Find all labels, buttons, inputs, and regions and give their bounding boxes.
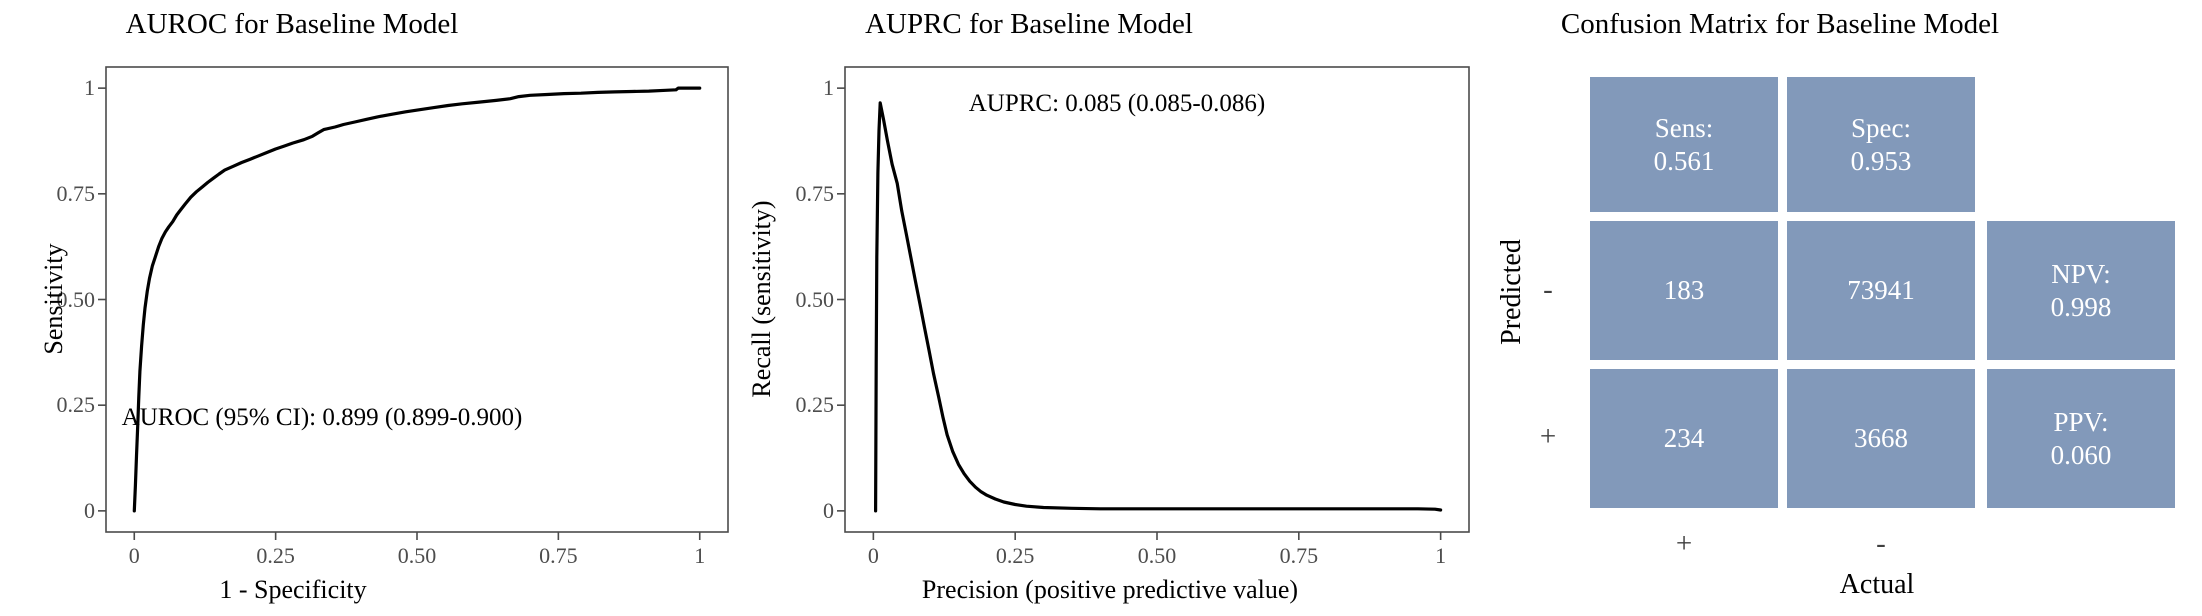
x-tick-label: 0.25 <box>256 543 295 568</box>
y-tick-label: 0.50 <box>56 286 96 312</box>
cm-cell-sensitivity: Sens: 0.561 <box>1590 77 1778 212</box>
panel-border <box>105 66 729 533</box>
confusion-matrix-title: Confusion Matrix for Baseline Model <box>1560 8 2000 40</box>
y-tick-label: 0 <box>823 497 834 523</box>
y-tick-label: 1 <box>84 75 95 101</box>
cm-cell-npv-line2: 0.998 <box>2050 291 2112 322</box>
y-tick-label: 0.25 <box>795 392 835 418</box>
cm-cell-ppv-line2: 0.060 <box>2050 439 2112 470</box>
cm-cell-npv-line1: NPV: <box>2051 258 2111 289</box>
cm-cell-sensitivity-line1: Sens: <box>1654 112 1714 143</box>
cm-col-label-negative: - <box>1876 527 1886 560</box>
prc-y-axis-title: Recall (sensitivity) <box>747 200 776 398</box>
auroc-annotation: AUROC (95% CI): 0.899 (0.899-0.900) <box>121 404 523 431</box>
cm-row-label-positive: + <box>1539 420 1557 453</box>
x-tick-label: 0.50 <box>397 543 437 568</box>
cm-cell-npv: NPV: 0.998 <box>1987 221 2175 360</box>
cm-cell-false-positive: 3668 <box>1787 369 1975 508</box>
cm-cell-false-positive-value: 3668 <box>1854 423 1908 453</box>
y-tick-label: 0.50 <box>795 286 835 312</box>
y-tick-label: 0.75 <box>56 180 96 206</box>
cm-cell-false-negative: 183 <box>1590 221 1778 360</box>
auprc-annotation: AUPRC: 0.085 (0.085-0.086) <box>968 90 1266 117</box>
x-tick-label: 1 <box>694 543 706 568</box>
prc-x-axis-title: Precision (positive predictive value) <box>921 575 1299 604</box>
cm-cell-specificity-line2: 0.953 <box>1850 145 1912 176</box>
cm-y-axis-title: Predicted <box>1496 239 1527 345</box>
roc-curve <box>132 86 702 513</box>
cm-row-label-negative: - <box>1543 273 1553 306</box>
cm-cell-true-positive: 234 <box>1590 369 1778 508</box>
cm-cell-ppv-line1: PPV: <box>2053 406 2109 437</box>
x-tick-label: 0.25 <box>995 543 1035 568</box>
y-tick-label: 0.25 <box>56 392 96 418</box>
prc-title: AUPRC for Baseline Model <box>865 8 1193 40</box>
x-tick-label: 0.50 <box>1137 543 1177 568</box>
y-tick-label: 0.75 <box>795 180 835 206</box>
cm-cell-true-negative-value: 73941 <box>1847 275 1915 305</box>
roc-title: AUROC for Baseline Model <box>125 8 459 40</box>
x-tick-label: 1 <box>1435 543 1447 568</box>
roc-x-axis-title: 1 - Specificity <box>219 575 367 604</box>
cm-cell-true-positive-value: 234 <box>1663 423 1705 453</box>
cm-cell-false-negative-value: 183 <box>1663 275 1705 305</box>
cm-x-axis-title: Actual <box>1839 569 1915 600</box>
roc-y-axis-title: Sensitivity <box>39 243 68 355</box>
x-tick-label: 0 <box>128 543 140 568</box>
cm-col-label-positive: + <box>1675 527 1693 560</box>
cm-cell-specificity-line1: Spec: <box>1851 112 1911 143</box>
x-tick-label: 0.75 <box>1279 543 1319 568</box>
cm-cell-ppv: PPV: 0.060 <box>1987 369 2175 508</box>
x-tick-label: 0.75 <box>539 543 578 568</box>
cm-cell-sensitivity-line2: 0.561 <box>1653 145 1715 176</box>
y-tick-label: 1 <box>823 75 834 101</box>
cm-cell-true-negative: 73941 <box>1787 221 1975 360</box>
prc-curve <box>873 101 1443 513</box>
cm-cell-specificity: Spec: 0.953 <box>1787 77 1975 212</box>
y-tick-label: 0 <box>84 497 95 523</box>
x-tick-label: 0 <box>867 543 879 568</box>
panel-border <box>844 66 1470 533</box>
